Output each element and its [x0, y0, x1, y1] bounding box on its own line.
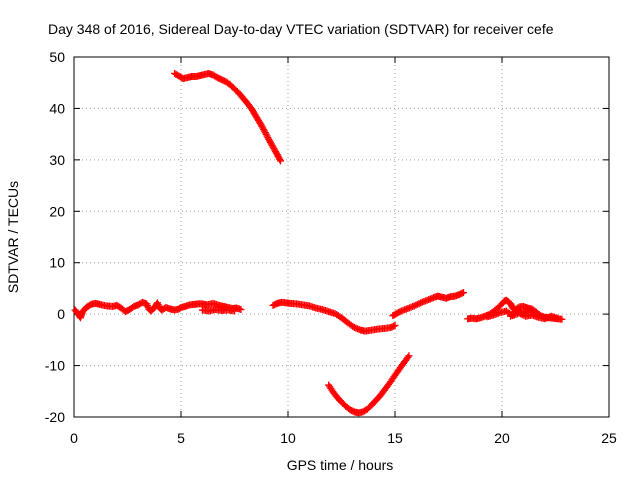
data-point-marker — [413, 300, 421, 308]
ticks-layer — [73, 56, 610, 418]
data-point-marker — [415, 300, 423, 308]
data-point-marker — [231, 307, 238, 315]
data-point-marker — [405, 352, 413, 360]
series-segment-2 — [198, 306, 238, 315]
x-tick-labels: 0 5 10 15 20 25 — [70, 430, 617, 446]
data-point-marker — [275, 154, 283, 162]
data-point-marker — [273, 151, 281, 159]
data-point-marker — [276, 155, 284, 163]
x-tick-label: 5 — [177, 430, 185, 446]
data-point-marker — [410, 302, 418, 310]
data-point-marker — [274, 152, 282, 160]
x-tick-label: 25 — [601, 430, 617, 446]
y-tick-label: 40 — [49, 100, 65, 116]
series-segment-3 — [171, 69, 285, 165]
y-tick-labels: -20 -10 0 10 20 30 40 50 — [45, 49, 65, 425]
y-tick-label: 20 — [49, 203, 65, 219]
x-tick-label: 0 — [70, 430, 78, 446]
y-tick-label: 10 — [49, 255, 65, 271]
x-axis-label: GPS time / hours — [287, 457, 394, 473]
x-tick-label: 20 — [494, 430, 510, 446]
data-point-marker — [554, 314, 562, 322]
data-point-marker — [237, 306, 245, 314]
series-segment-1 — [71, 298, 245, 322]
plot-frame — [73, 56, 610, 418]
y-tick-label: 0 — [57, 306, 65, 322]
y-tick-label: -10 — [45, 358, 65, 374]
series-segment-6 — [389, 289, 467, 320]
chart-title: Day 348 of 2016, Sidereal Day-to-day VTE… — [48, 21, 554, 37]
series-segment-4 — [269, 298, 399, 335]
data-point-marker — [391, 321, 399, 329]
grid-layer — [74, 57, 609, 417]
data-point-marker — [459, 289, 467, 297]
y-tick-label: -20 — [45, 409, 65, 425]
data-points-layer — [71, 69, 566, 417]
series-segment-9 — [507, 306, 540, 320]
x-tick-label: 10 — [280, 430, 296, 446]
data-point-marker — [558, 315, 566, 323]
y-axis-label: SDTVAR / TECUs — [5, 181, 21, 293]
y-tick-label: 50 — [49, 49, 65, 65]
data-point-marker — [412, 301, 420, 309]
data-point-marker — [277, 157, 285, 165]
data-point-marker — [531, 309, 539, 317]
x-tick-label: 15 — [387, 430, 403, 446]
data-point-marker — [404, 353, 412, 361]
y-tick-label: 30 — [49, 152, 65, 168]
data-point-marker — [532, 310, 540, 318]
series-segment-5 — [325, 352, 413, 417]
